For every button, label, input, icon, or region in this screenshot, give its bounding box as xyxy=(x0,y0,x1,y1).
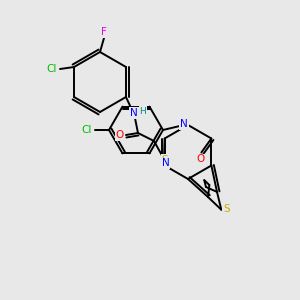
Text: Cl: Cl xyxy=(47,64,57,74)
Text: N: N xyxy=(130,108,138,118)
Text: S: S xyxy=(223,204,230,214)
Text: O: O xyxy=(116,130,124,140)
Text: N: N xyxy=(180,119,188,129)
Text: S: S xyxy=(162,155,168,165)
Text: Cl: Cl xyxy=(82,125,92,135)
Text: H: H xyxy=(140,106,146,116)
Text: O: O xyxy=(196,154,205,164)
Text: F: F xyxy=(101,27,107,37)
Text: N: N xyxy=(180,119,188,129)
Text: N: N xyxy=(162,158,170,169)
